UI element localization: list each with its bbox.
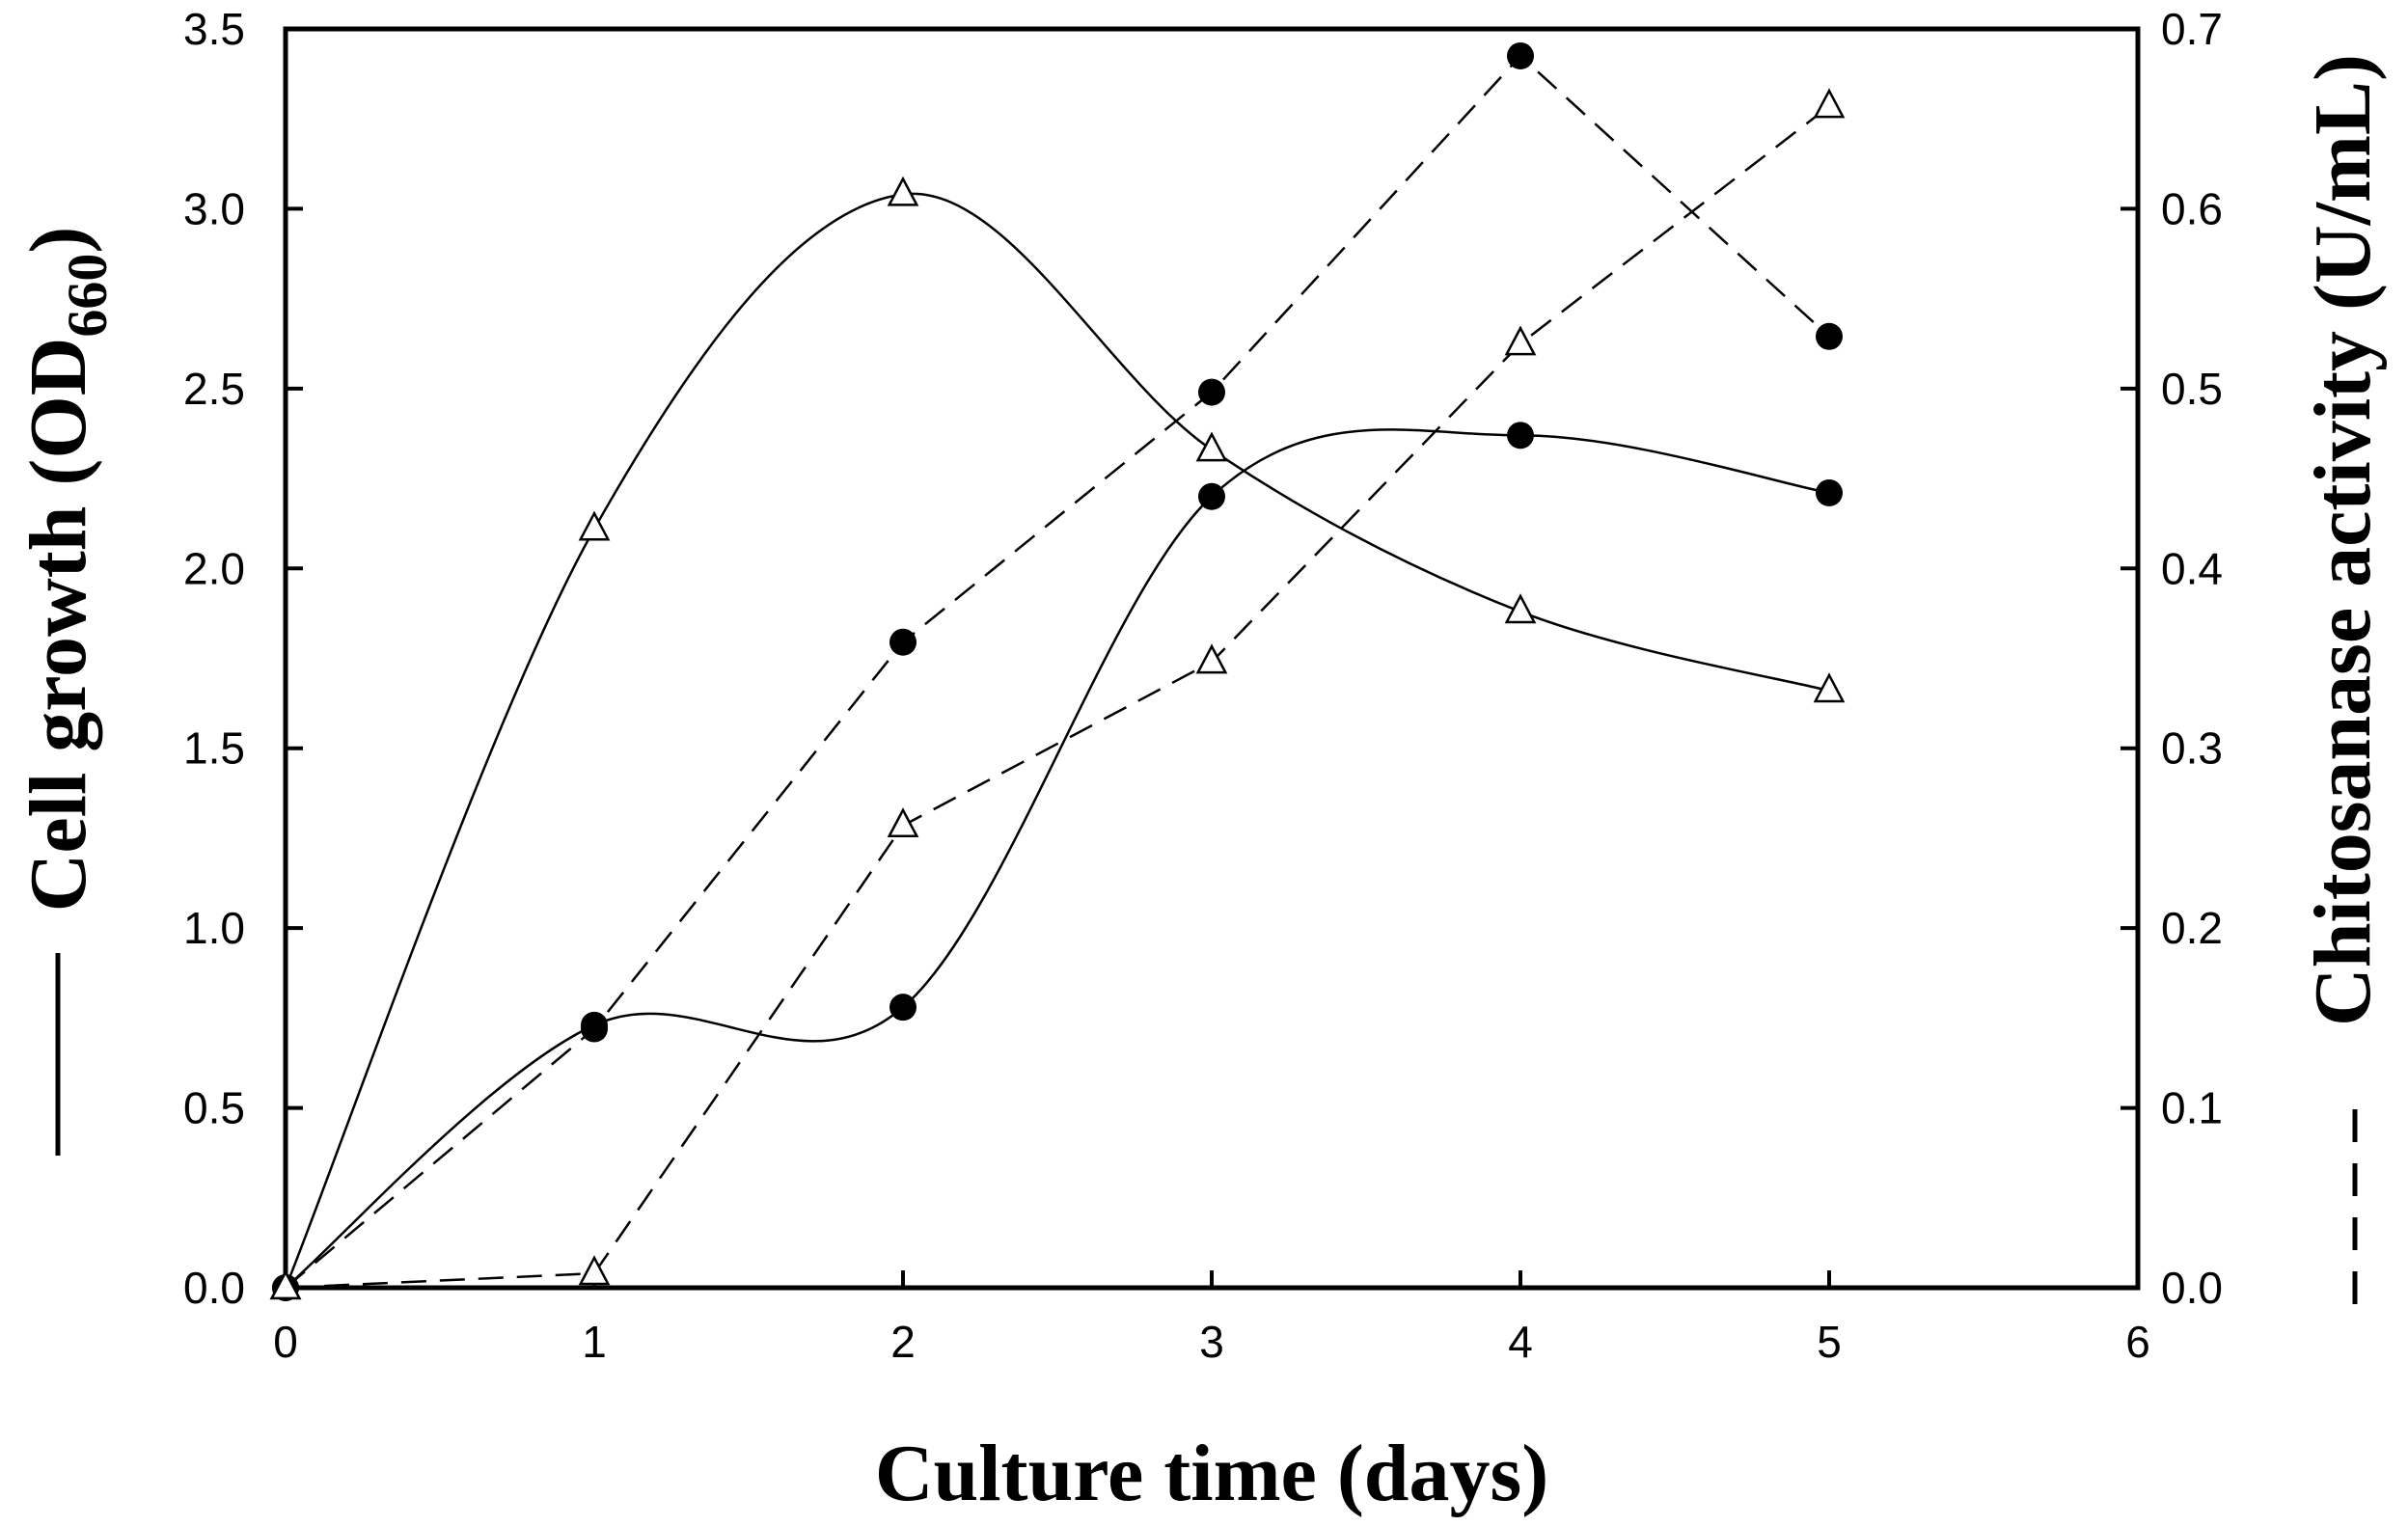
y-right-tick-label: 0.1 [2161,1083,2223,1133]
series-1-point [887,176,919,206]
series-0-point [1507,422,1534,450]
y-right-tick-label: 0.0 [2161,1263,2223,1313]
y-left-tick-label: 3.5 [183,4,245,54]
y-right-axis-title: Chitosanase activity (U/mL) [2298,54,2388,1026]
series-3-point [1195,643,1228,674]
series-1-point [1813,672,1846,703]
y-right-tick-label: 0.3 [2161,723,2223,774]
y-left-tick-label: 0.0 [183,1263,245,1313]
axis-ticks [284,27,2140,1290]
y-right-tick-label: 0.7 [2161,4,2223,54]
y-right-tick-label: 0.5 [2161,364,2223,414]
y-left-tick-label: 1.5 [183,723,245,774]
series-markers [269,41,1846,1301]
y-left-title-main: Cell growth (OD [14,338,103,913]
series-1-point [1195,431,1228,462]
series-3-point [1813,88,1846,119]
x-tick-label: 3 [1199,1317,1224,1367]
series-2-line [285,54,1830,1289]
x-tick-label: 0 [273,1317,298,1367]
y-left-tick-label: 0.5 [183,1083,245,1133]
y-left-tick-label: 2.5 [183,364,245,414]
series-1-line [284,192,1830,1289]
series-1-point [1504,593,1537,624]
svg-text:Cell growth (OD660): Cell growth (OD660) [14,227,119,913]
series-3-line [285,105,1830,1290]
y-right-tick-label: 0.2 [2161,903,2223,953]
series-3-point [1504,325,1537,356]
x-tick-label: 4 [1508,1317,1533,1367]
series-3-point [578,1255,611,1286]
series-3-point [269,1269,302,1300]
y-left-tick-label: 1.0 [183,903,245,953]
y-left-title-close: ) [14,227,103,254]
x-tick-label: 1 [582,1317,607,1367]
x-axis-title: Culture time (days) [875,1429,1548,1518]
series-1-point [578,510,611,541]
series-lines [284,54,1830,1290]
series-2-point [1198,378,1225,406]
series-0-line [285,428,1830,1289]
series-2-point [581,1015,608,1043]
series-2-point [1507,41,1534,69]
series-3-point [887,807,919,838]
y-left-title-subscript: 660 [56,254,119,338]
series-2-point [889,628,917,656]
series-2-point [1816,322,1843,350]
tick-labels: 0 1 2 3 4 5 60.00.51.01.52.02.53.03.50.00.10.2… [183,4,2223,1367]
y-left-axis-title: Cell growth (OD660) [14,227,119,913]
x-tick-label: 5 [1817,1317,1842,1367]
x-tick-label: 6 [2125,1317,2150,1367]
y-left-tick-label: 2.0 [183,543,245,593]
y-right-tick-label: 0.4 [2161,543,2223,593]
x-tick-label: 2 [890,1317,916,1367]
series-0-point [1816,478,1843,506]
series-0-point [1198,482,1225,510]
y-left-tick-label: 3.0 [183,183,245,233]
y-right-tick-label: 0.6 [2161,183,2223,233]
series-0-point [889,994,917,1022]
